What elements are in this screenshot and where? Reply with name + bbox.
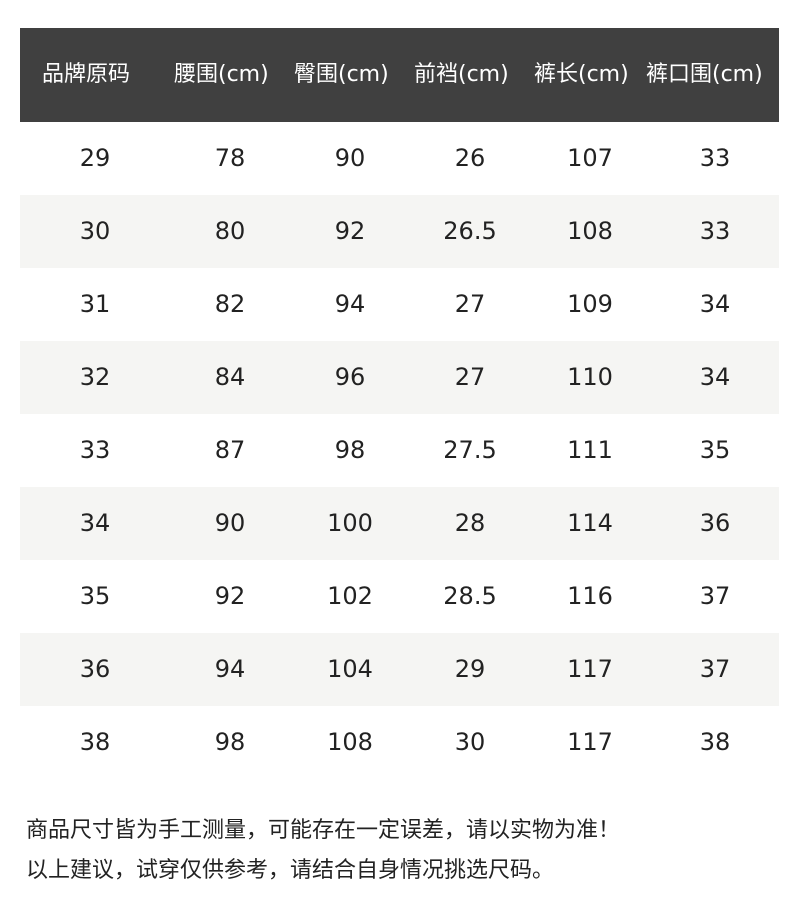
table-cell: 28.5 bbox=[443, 582, 497, 610]
table-cell: 94 bbox=[334, 290, 366, 318]
table-cell: 33 bbox=[79, 436, 111, 464]
table-cell: 27 bbox=[454, 290, 486, 318]
column-header: 前裆(cm) bbox=[414, 62, 509, 87]
table-cell: 36 bbox=[79, 655, 111, 683]
table-cell: 36 bbox=[699, 509, 731, 537]
table-cell: 31 bbox=[79, 290, 111, 318]
table-cell: 38 bbox=[79, 728, 111, 756]
table-row: 31 82 94 27 109 34 bbox=[20, 268, 779, 341]
table-cell: 116 bbox=[567, 582, 613, 610]
table-row: 30 80 92 26.5 108 33 bbox=[20, 195, 779, 268]
table-cell: 102 bbox=[327, 582, 373, 610]
table-cell: 34 bbox=[699, 290, 731, 318]
note-fitting: 以上建议，试穿仅供参考，请结合自身情况挑选尺码。 bbox=[26, 858, 555, 883]
table-cell: 117 bbox=[567, 655, 613, 683]
table-cell: 100 bbox=[327, 509, 373, 537]
table-cell: 35 bbox=[699, 436, 731, 464]
table-cell: 34 bbox=[79, 509, 111, 537]
table-cell: 98 bbox=[334, 436, 366, 464]
table-cell: 30 bbox=[454, 728, 486, 756]
table-row: 33 87 98 27.5 111 35 bbox=[20, 414, 779, 487]
table-cell: 87 bbox=[214, 436, 246, 464]
column-header: 裤口围(cm) bbox=[646, 62, 763, 87]
table-cell: 26.5 bbox=[443, 217, 497, 245]
table-cell: 26 bbox=[454, 144, 486, 172]
table-row: 34 90 100 28 114 36 bbox=[20, 487, 779, 560]
table-cell: 33 bbox=[699, 144, 731, 172]
table-header: 品牌原码 腰围(cm) 臀围(cm) 前裆(cm) 裤长(cm) 裤口围(cm) bbox=[20, 28, 779, 122]
table-cell: 110 bbox=[567, 363, 613, 391]
table-cell: 38 bbox=[699, 728, 731, 756]
table-cell: 35 bbox=[79, 582, 111, 610]
table-cell: 80 bbox=[214, 217, 246, 245]
table-cell: 108 bbox=[327, 728, 373, 756]
table-cell: 33 bbox=[699, 217, 731, 245]
column-header: 品牌原码 bbox=[42, 62, 131, 87]
table-cell: 90 bbox=[334, 144, 366, 172]
table-cell: 84 bbox=[214, 363, 246, 391]
table-cell: 78 bbox=[214, 144, 246, 172]
column-header: 臀围(cm) bbox=[294, 62, 389, 87]
table-cell: 111 bbox=[567, 436, 613, 464]
table-cell: 29 bbox=[454, 655, 486, 683]
table-cell: 117 bbox=[567, 728, 613, 756]
note-measurement: 商品尺寸皆为手工测量，可能存在一定误差，请以实物为准！ bbox=[26, 818, 621, 843]
table-cell: 94 bbox=[214, 655, 246, 683]
table-row: 32 84 96 27 110 34 bbox=[20, 341, 779, 414]
table-cell: 37 bbox=[699, 655, 731, 683]
table-cell: 29 bbox=[79, 144, 111, 172]
table-cell: 114 bbox=[567, 509, 613, 537]
table-cell: 109 bbox=[567, 290, 613, 318]
table-row: 38 98 108 30 117 38 bbox=[20, 706, 779, 779]
table-row: 36 94 104 29 117 37 bbox=[20, 633, 779, 706]
table-cell: 92 bbox=[214, 582, 246, 610]
table-cell: 34 bbox=[699, 363, 731, 391]
table-cell: 30 bbox=[79, 217, 111, 245]
table-cell: 108 bbox=[567, 217, 613, 245]
table-cell: 37 bbox=[699, 582, 731, 610]
table-cell: 98 bbox=[214, 728, 246, 756]
table-cell: 104 bbox=[327, 655, 373, 683]
table-cell: 27 bbox=[454, 363, 486, 391]
table-cell: 96 bbox=[334, 363, 366, 391]
table-cell: 27.5 bbox=[443, 436, 497, 464]
column-header: 腰围(cm) bbox=[174, 62, 269, 87]
table-cell: 82 bbox=[214, 290, 246, 318]
table-cell: 28 bbox=[454, 509, 486, 537]
table-row: 29 78 90 26 107 33 bbox=[20, 122, 779, 195]
table-cell: 32 bbox=[79, 363, 111, 391]
table-row: 35 92 102 28.5 116 37 bbox=[20, 560, 779, 633]
table-cell: 90 bbox=[214, 509, 246, 537]
table-cell: 107 bbox=[567, 144, 613, 172]
size-chart-table: 品牌原码 腰围(cm) 臀围(cm) 前裆(cm) 裤长(cm) 裤口围(cm) 29 78… bbox=[20, 28, 779, 779]
column-header: 裤长(cm) bbox=[534, 62, 629, 87]
table-cell: 92 bbox=[334, 217, 366, 245]
